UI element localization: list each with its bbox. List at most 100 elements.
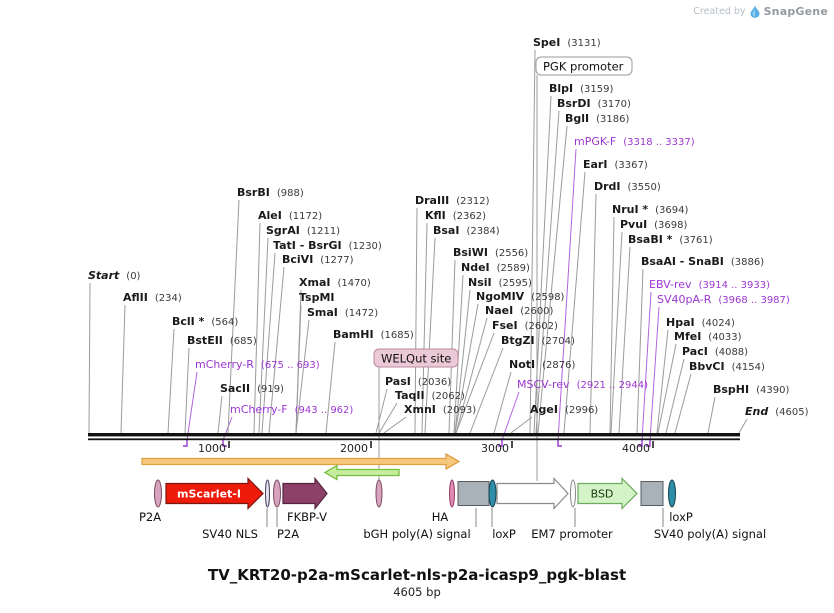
feature-label-bgh-poly-a-signal: bGH poly(A) signal [363, 527, 470, 541]
site-connector-mpgk-f [557, 148, 577, 441]
boxed-label-text-welqut-site: WELQut site [381, 352, 451, 366]
site-connector-sv40pa-r [649, 306, 660, 441]
site-connector-pasi [375, 388, 388, 434]
enzyme-label-bsphi: BspHI (4390) [713, 383, 789, 396]
feature-bsd-text: BSD [591, 488, 614, 501]
primer-label-ebv-rev: EBV-rev (3914 .. 3933) [649, 278, 770, 291]
construct-length: 4605 bp [393, 585, 441, 599]
enzyme-label-tspmi: TspMI [299, 291, 335, 304]
enzyme-label-kfli: KflI (2362) [425, 209, 486, 222]
boxed-label-welqut-site [373, 348, 459, 368]
construct-footer: TV_KRT20-p2a-mScarlet-nls-p2a-icasp9_pgk… [0, 566, 834, 600]
primer-label-mcherry-f: mCherry-F (943 .. 962) [230, 403, 353, 416]
site-connector-bamhi [325, 341, 336, 434]
feature-label-em7-promoter: EM7 promoter [531, 527, 613, 541]
snapgene-logo-icon [750, 5, 760, 18]
enzyme-label-noti: NotI (2876) [509, 358, 575, 371]
site-connector-ngomiv [454, 303, 479, 434]
site-connector-mfei [657, 343, 677, 434]
feature-p2a [273, 479, 281, 508]
feature-label-fkbp-v: FKBP-V [287, 510, 327, 524]
site-connector-bbvci [674, 373, 692, 434]
feature-pgk-promoter [496, 476, 569, 511]
feature-loxp [668, 479, 676, 508]
site-connector-spei [529, 49, 536, 434]
feature-bsd [577, 477, 638, 510]
primer-label-mscv-rev: MSCV-rev (2921 .. 2944) [517, 378, 648, 391]
site-connector-eari [563, 171, 586, 434]
site-connector-bgli [537, 125, 568, 434]
enzyme-label-ndei: NdeI (2589) [461, 261, 530, 274]
site-connector-xmni [383, 416, 407, 434]
site-connector-end [738, 418, 748, 434]
site-connector-mcherry-r [186, 371, 198, 441]
feature-label-sv40-nls: SV40 NLS [202, 527, 258, 541]
enzyme-label-bcli: BclI * (564) [172, 315, 238, 328]
enzyme-label-bsrdi: BsrDI (3170) [557, 97, 631, 110]
enzyme-label-mfei: MfeI (4033) [674, 330, 742, 343]
site-connector-tspmi [295, 304, 302, 434]
axis-tick-label-3000: 3000 [481, 442, 509, 455]
enzyme-label-ngomiv: NgoMIV (2598) [476, 290, 565, 303]
site-connector-paci [665, 358, 685, 434]
site-connector-blpi [533, 95, 552, 434]
boxed-label-text-pgk-promoter: PGK promoter [543, 60, 624, 74]
site-connector-noti [493, 371, 512, 434]
site-connector-mscv-rev [501, 391, 520, 441]
site-connector-drdi [589, 193, 597, 434]
site-connector-naei [455, 317, 488, 434]
feature-sv40-poly-a-signal [640, 481, 664, 506]
enzyme-label-blpi: BlpI (3159) [549, 82, 613, 95]
enzyme-label-bcivi: BciVI (1277) [282, 253, 354, 266]
primer-mark-mpgk-f [557, 440, 562, 447]
enzyme-label-bsiwi: BsiWI (2556) [453, 246, 528, 259]
feature-fkbp-v [282, 476, 328, 511]
watermark: Created by SnapGene [693, 5, 828, 18]
enzyme-label-draiii: DraIII (2312) [415, 194, 490, 207]
enzyme-label-naei: NaeI (2600) [485, 304, 554, 317]
site-connector-nrui [609, 216, 615, 434]
feature-ha [449, 479, 455, 508]
enzyme-label-alei: AleI (1172) [258, 209, 322, 222]
site-connector-bsrdi [535, 110, 560, 434]
axis-tick-4000 [652, 441, 654, 448]
map-line-bottom [88, 438, 740, 441]
green-span-arrow [323, 464, 400, 481]
axis-tick-label-1000: 1000 [198, 442, 226, 455]
enzyme-label-pasi: PasI (2036) [385, 375, 451, 388]
site-connector-bsiwi [448, 259, 456, 434]
axis-tick-label-4000: 4000 [622, 442, 650, 455]
enzyme-label-agei: AgeI (2996) [530, 403, 598, 416]
watermark-brand: SnapGene [763, 5, 828, 18]
site-connector-hpai [656, 329, 669, 434]
terminus-label-start: Start (0) [88, 269, 141, 282]
site-connector-taqii [378, 402, 398, 434]
site-connector-start [88, 282, 91, 434]
feature-label-loxp: loxP [669, 510, 693, 524]
site-connector-bsabi [618, 246, 631, 434]
primer-mark-sv40pa-r [646, 440, 651, 447]
feature-label-ha: HA [432, 510, 449, 524]
site-connector-sgrai [258, 237, 269, 434]
site-connector-pvui [610, 231, 623, 434]
primer-label-mcherry-r: mCherry-R (675 .. 693) [195, 358, 320, 371]
site-connector-btgzi [469, 347, 504, 434]
site-connector-bsaai-snabi [636, 268, 644, 434]
enzyme-label-bsabi: BsaBI * (3761) [628, 233, 713, 246]
primer-mark-mcherry-f [222, 440, 227, 447]
enzyme-label-nrui: NruI * (3694) [612, 203, 688, 216]
watermark-created-by: Created by [693, 6, 746, 17]
orange-span-arrow [141, 452, 461, 471]
feature-loxp [488, 479, 497, 508]
site-connector-bsai [424, 237, 436, 434]
site-connector-bsphi [707, 396, 716, 434]
primer-mark-ebv-rev [638, 440, 643, 447]
enzyme-label-aflii: AflII (234) [123, 291, 182, 304]
enzyme-label-bgli: BglI (3186) [565, 112, 629, 125]
enzyme-label-bsai: BsaI (2384) [433, 224, 500, 237]
axis-tick-1000 [228, 441, 230, 448]
site-connector-alei [253, 222, 261, 434]
site-connector-fsei [455, 332, 495, 434]
feature-mscarlet-i [165, 477, 264, 510]
